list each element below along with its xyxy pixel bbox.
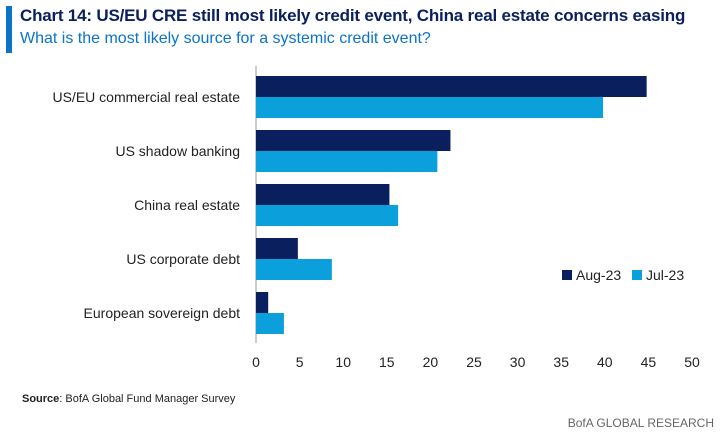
x-tick-label: 40: [597, 354, 613, 370]
category-label: US/EU commercial real estate: [52, 89, 240, 105]
legend-label-jul-23: Jul-23: [646, 267, 684, 283]
source-text: : BofA Global Fund Manager Survey: [59, 393, 236, 405]
bar-jul-23: [256, 205, 399, 226]
bar-jul-23: [256, 259, 332, 280]
legend-swatch-aug-23: [562, 270, 572, 280]
x-tick-label: 30: [510, 354, 526, 370]
x-tick-label: 5: [296, 354, 304, 370]
x-tick-label: 45: [641, 354, 657, 370]
bar-jul-23: [256, 313, 284, 334]
bar-aug-23: [256, 130, 451, 151]
category-label: US corporate debt: [126, 251, 240, 267]
x-tick-label: 25: [466, 354, 482, 370]
bar-aug-23: [256, 238, 298, 259]
x-tick-label: 50: [684, 354, 700, 370]
brand-footer: BofA GLOBAL RESEARCH: [567, 416, 714, 430]
legend-swatch-jul-23: [632, 270, 642, 280]
x-tick-label: 35: [553, 354, 569, 370]
x-tick-label: 0: [252, 354, 260, 370]
chart-subtitle: What is the most likely source for a sys…: [20, 30, 431, 47]
legend-label-aug-23: Aug-23: [576, 267, 621, 283]
category-label: European sovereign debt: [84, 305, 241, 321]
x-tick-label: 15: [379, 354, 395, 370]
source-label: Source: [22, 393, 60, 405]
title-accent-bar: [6, 6, 12, 53]
bar-jul-23: [256, 97, 604, 118]
bar-aug-23: [256, 76, 647, 97]
x-tick-label: 10: [335, 354, 351, 370]
category-label: US shadow banking: [115, 143, 240, 159]
bar-aug-23: [256, 184, 390, 205]
chart-title: Chart 14: US/EU CRE still most likely cr…: [20, 6, 686, 25]
category-label: China real estate: [134, 197, 240, 213]
x-tick-label: 20: [423, 354, 439, 370]
source-note: Source: BofA Global Fund Manager Survey: [22, 393, 235, 405]
bar-aug-23: [256, 292, 269, 313]
bar-jul-23: [256, 151, 438, 172]
